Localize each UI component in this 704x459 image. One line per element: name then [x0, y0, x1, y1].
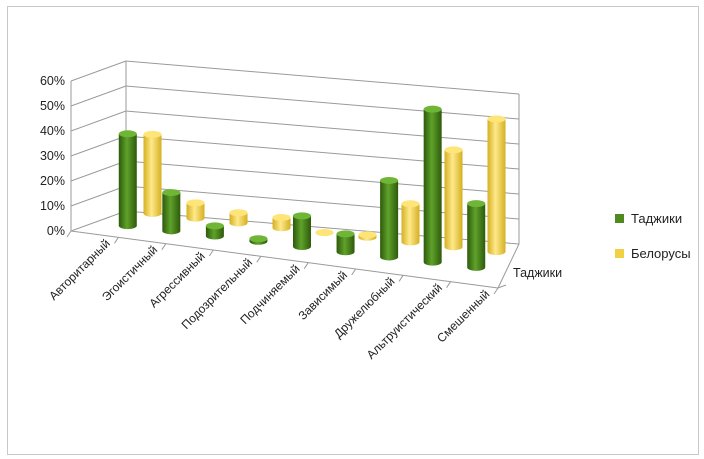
bar-top — [293, 212, 311, 220]
y-tick-label: 40% — [40, 124, 65, 138]
y-tick-label: 30% — [40, 149, 65, 163]
bar-top — [358, 231, 377, 239]
bar-body — [143, 134, 162, 217]
side-gridline — [70, 110, 127, 132]
bar-top — [423, 105, 442, 113]
gridline — [125, 110, 520, 145]
bar-top — [401, 200, 420, 208]
bar-tajik — [467, 200, 486, 271]
bar-body — [293, 215, 311, 251]
x-tick — [114, 237, 119, 244]
bar-body — [401, 203, 420, 246]
bar-top — [380, 176, 399, 184]
bar-body — [380, 180, 399, 261]
bar-tajik — [118, 130, 137, 230]
bar-top — [229, 209, 248, 217]
x-tick-label: Зависимый — [295, 268, 350, 323]
legend: Таджики Белорусы — [615, 211, 691, 261]
bar-belarus — [315, 229, 334, 237]
bar-body — [118, 133, 137, 230]
bar-top — [272, 214, 291, 222]
x-tick — [161, 243, 167, 250]
legend-label-belarus: Белорусы — [631, 246, 691, 261]
y-tick-label: 50% — [40, 99, 65, 113]
bar-body — [272, 217, 291, 232]
bar-body — [186, 202, 205, 222]
bar-top — [336, 230, 355, 238]
y-tick-label: 20% — [40, 174, 65, 188]
bar-tajik — [249, 235, 268, 245]
bar-top — [487, 115, 506, 123]
bar-belarus — [143, 130, 162, 217]
y-tick-label: 10% — [40, 199, 65, 213]
bar-body — [162, 192, 181, 235]
bar-top — [186, 199, 205, 207]
bar-body — [444, 149, 463, 251]
gridline — [125, 85, 520, 120]
x-tick — [208, 249, 214, 257]
side-gridline — [70, 135, 127, 157]
floor-front-edge — [70, 230, 499, 289]
side-gridline — [70, 210, 127, 232]
bar-tajik — [423, 105, 442, 266]
bar-belarus — [401, 200, 420, 246]
legend-swatch-belarus — [615, 249, 624, 258]
bar-belarus — [487, 115, 506, 256]
bar-tajik — [162, 189, 181, 235]
x-tick — [351, 268, 357, 276]
bar-belarus — [358, 231, 377, 241]
bar-top — [118, 130, 137, 138]
bar-chart-3d: 0%10%20%30%40%50%60%АвторитарныйЭгоистич… — [40, 60, 691, 362]
bar-body — [229, 212, 248, 227]
bar-belarus — [272, 214, 291, 232]
bar-top — [467, 200, 486, 208]
side-gridline — [70, 60, 127, 82]
y-tick-label: 60% — [40, 74, 65, 88]
bar-body — [467, 203, 486, 271]
bar-top — [205, 222, 224, 230]
x-tick-label: Смешенный — [434, 287, 492, 345]
bar-body — [487, 119, 506, 256]
bar-top — [143, 130, 162, 138]
bar-tajik — [293, 212, 311, 251]
bar-body — [336, 233, 355, 256]
side-gridline — [70, 185, 127, 207]
legend-label-tajik: Таджики — [631, 211, 682, 226]
y-tick-label: 0% — [47, 224, 65, 238]
x-tick — [398, 275, 404, 282]
bar-top — [315, 229, 334, 236]
floor-right-edge — [497, 243, 520, 289]
x-tick — [66, 230, 72, 238]
bar-belarus — [186, 199, 205, 222]
depth-tick — [497, 284, 507, 289]
bar-top — [249, 235, 268, 243]
x-tick — [303, 262, 309, 269]
x-tick — [256, 256, 262, 263]
legend-swatch-tajik — [615, 214, 624, 223]
bar-belarus — [229, 209, 248, 227]
bars — [118, 105, 506, 271]
bar-tajik — [205, 222, 224, 240]
gridline — [125, 60, 520, 95]
bar-body — [423, 109, 442, 266]
bar-tajik — [380, 176, 399, 261]
gridlines — [66, 60, 520, 295]
depth-axis-label: Таджики — [513, 266, 562, 280]
side-gridline — [70, 85, 127, 107]
bar-belarus — [444, 146, 463, 251]
bar-body — [205, 225, 224, 240]
x-tick — [493, 287, 499, 295]
side-gridline — [70, 160, 127, 182]
bar-tajik — [336, 230, 355, 256]
bar-top — [444, 146, 463, 154]
bar-top — [162, 189, 181, 197]
x-tick — [446, 281, 451, 288]
chart-area: 0% 10% 20% 30% 40% 50% 60% Авторитарный Эгоистич… — [7, 6, 699, 455]
